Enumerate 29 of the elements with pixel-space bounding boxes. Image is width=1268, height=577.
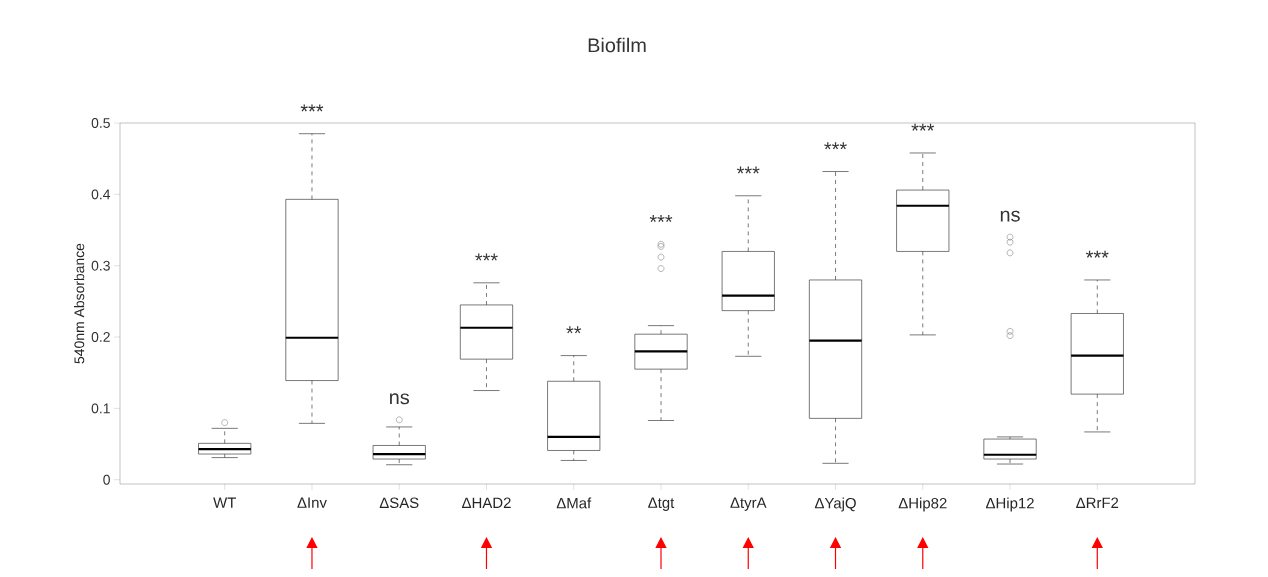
annotation: ***	[300, 104, 324, 112]
x-tick-label: ΔInv	[297, 497, 327, 508]
y-tick-label: 0.5	[91, 118, 110, 128]
annotation: ***	[1085, 250, 1109, 258]
y-tick-label: 0.2	[91, 332, 110, 342]
x-tick-label: ΔHAD2	[462, 497, 511, 508]
annotation: ns	[1000, 210, 1020, 222]
x-tick-label: WT	[213, 497, 236, 508]
y-axis-title: 540nm Absorbance	[74, 243, 85, 364]
y-tick-label: 0.3	[91, 260, 110, 271]
x-tick-label: ΔMaf	[556, 497, 592, 509]
x-tick-label: ΔHip82	[898, 497, 947, 512]
x-tick-label: ΔtyrA	[730, 497, 767, 511]
y-tick-label: 0	[103, 474, 110, 485]
x-tick-label: ΔSAS	[379, 497, 419, 509]
y-tick-label: 0.1	[91, 403, 110, 414]
y-tick-label: 0.4	[91, 189, 111, 200]
x-tick-label: Δtgt	[648, 497, 675, 511]
x-tick-label: ΔHip12	[985, 497, 1034, 512]
annotation: **	[566, 326, 582, 334]
annotation: ***	[736, 166, 760, 174]
chart-title: Biofilm	[588, 37, 646, 53]
annotation: ***	[475, 253, 498, 261]
annotation: ***	[824, 142, 847, 150]
x-tick-label: ΔRrF2	[1076, 497, 1119, 508]
annotation: ***	[649, 215, 673, 223]
annotation: ns	[390, 393, 410, 405]
x-tick-label: ΔYajQ	[814, 497, 856, 512]
annotation: ***	[911, 123, 935, 131]
